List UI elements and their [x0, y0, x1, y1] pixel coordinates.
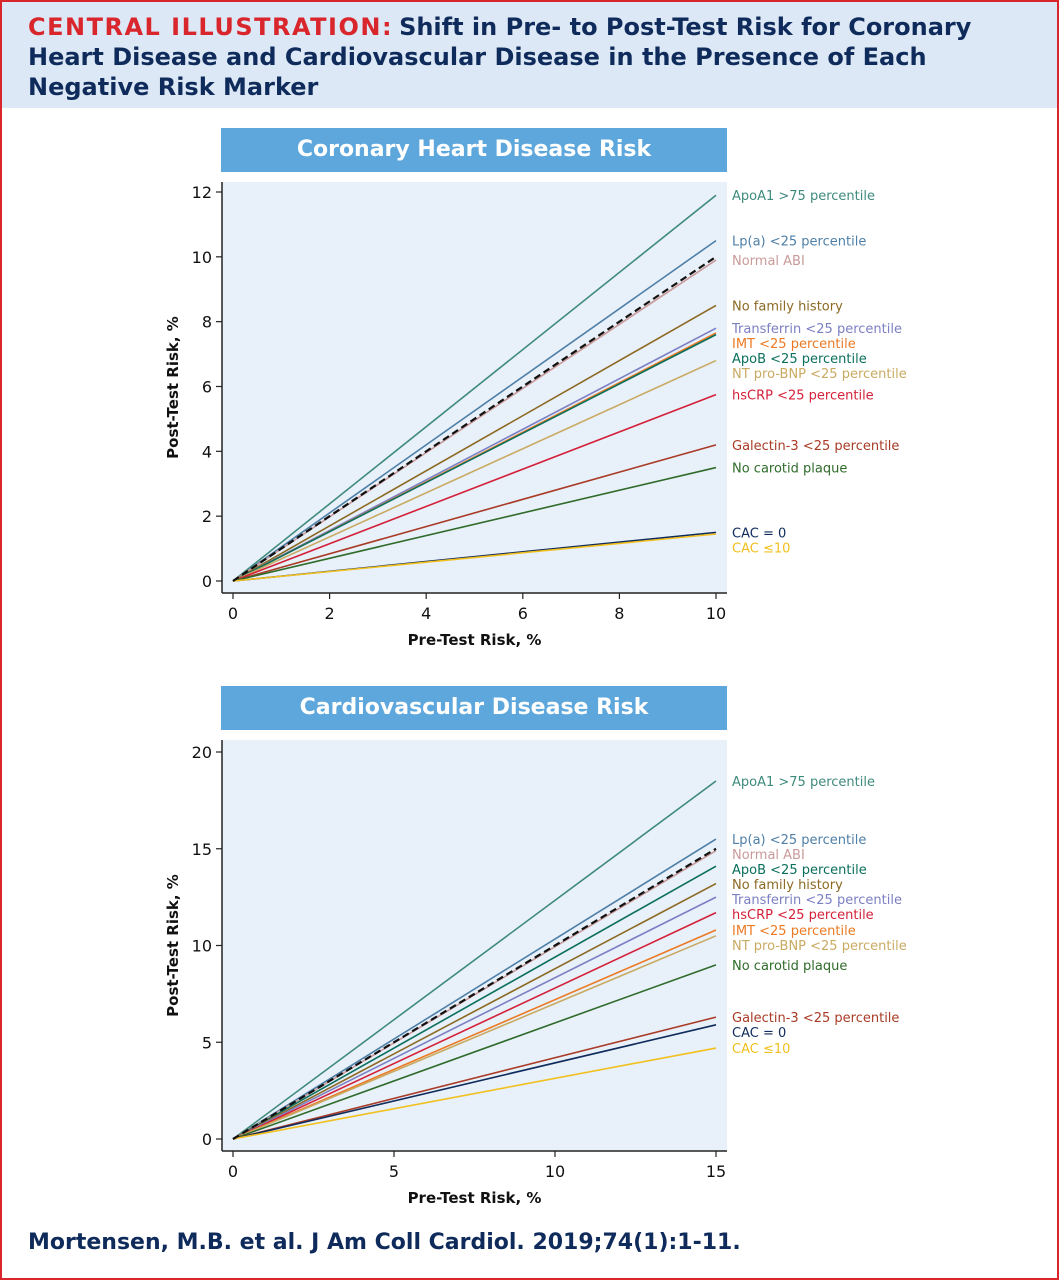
cvd-chart-title: Cardiovascular Disease Risk	[221, 686, 727, 730]
cvd-y-tick-label: 5	[202, 1033, 212, 1052]
cvd-line-lp-a-25-percentile	[232, 838, 717, 1140]
cvd-label-cac-0: CAC = 0	[732, 1026, 786, 1041]
chd-label-transferrin-25-percentile: Transferrin <25 percentile	[731, 322, 902, 337]
cvd-label-normal-abi: Normal ABI	[732, 848, 805, 863]
cvd-x-tick-label: 15	[706, 1162, 726, 1181]
header-title-text: Shift in Pre- to Post-Test Risk for Coro…	[28, 13, 972, 101]
cvd-reference-line	[232, 847, 717, 1140]
chd-label-apob-25-percentile: ApoB <25 percentile	[732, 352, 867, 367]
chd-x-axis-label: Pre-Test Risk, %	[408, 631, 542, 649]
header-banner: CENTRAL ILLUSTRATION: Shift in Pre- to Po…	[2, 2, 1057, 108]
cvd-line-cac-10	[232, 1047, 717, 1140]
cvd-line-imt-25-percentile	[232, 929, 717, 1140]
chd-x-tick-label: 8	[614, 604, 624, 623]
chd-line-normal-abi	[232, 259, 717, 582]
cvd-y-tick-label: 15	[192, 840, 212, 859]
header-lead: CENTRAL ILLUSTRATION:	[28, 13, 394, 41]
chd-reference-line	[232, 255, 717, 582]
chd-x-tick-label: 2	[325, 604, 335, 623]
chd-label-cac-10: CAC ≤10	[732, 541, 790, 556]
chd-label-lp-a-25-percentile: Lp(a) <25 percentile	[732, 235, 866, 250]
cvd-label-imt-25-percentile: IMT <25 percentile	[732, 924, 856, 939]
cvd-y-axis-label: Post-Test Risk, %	[164, 874, 182, 1017]
chd-line-lp-a-25-percentile	[232, 239, 717, 582]
chd-label-galectin-3-25-percentile: Galectin-3 <25 percentile	[732, 439, 899, 454]
chd-label-no-carotid-plaque: No carotid plaque	[732, 462, 847, 477]
cvd-label-nt-pro-bnp-25-percentile: NT pro-BNP <25 percentile	[732, 939, 907, 954]
chd-label-apoa1-75-percentile: ApoA1 >75 percentile	[732, 189, 875, 204]
cvd-line-cac-0	[232, 1024, 717, 1140]
cvd-chart-svg: 0 5 10 15 20 0 5 10 15 Pre-Test Risk, % Post-Test …	[164, 740, 907, 1207]
chd-y-tick-label: 12	[192, 183, 212, 202]
cvd-y-tick-label: 20	[192, 743, 212, 762]
cvd-label-apob-25-percentile: ApoB <25 percentile	[732, 863, 867, 878]
chd-y-tick-label: 6	[202, 378, 212, 397]
cvd-label-lp-a-25-percentile: Lp(a) <25 percentile	[732, 833, 866, 848]
cvd-label-cac-10: CAC ≤10	[732, 1042, 790, 1057]
cvd-line-no-carotid-plaque	[232, 964, 717, 1140]
cvd-line-apoa1-75-percentile	[232, 780, 717, 1140]
citation: Mortensen, M.B. et al. J Am Coll Cardiol…	[28, 1230, 741, 1255]
cvd-y-tick-label: 0	[202, 1130, 212, 1149]
cvd-label-no-family-history: No family history	[732, 878, 843, 893]
chd-line-apob-25-percentile	[232, 333, 717, 582]
chd-chart-title: Coronary Heart Disease Risk	[221, 128, 727, 172]
chd-line-galectin-3-25-percentile	[232, 444, 717, 582]
chd-chart-svg: 0 2 4 6 8 10 12 0 2 4 6 8 10 Pre-Test Risk, % Post-Tes…	[164, 182, 907, 649]
cvd-line-apob-25-percentile	[232, 865, 717, 1140]
cvd-label-no-carotid-plaque: No carotid plaque	[732, 959, 847, 974]
cvd-label-transferrin-25-percentile: Transferrin <25 percentile	[731, 893, 902, 908]
cvd-y-tick-label: 10	[192, 937, 212, 956]
chd-label-cac-0: CAC = 0	[732, 526, 786, 541]
chd-line-no-family-history	[232, 304, 717, 582]
chd-y-tick-label: 2	[202, 507, 212, 526]
chd-x-tick-label: 10	[706, 604, 726, 623]
cvd-plot-area	[222, 740, 727, 1151]
cvd-line-no-family-history	[232, 882, 717, 1140]
cvd-label-hscrp-25-percentile: hsCRP <25 percentile	[732, 908, 874, 923]
chd-y-tick-label: 0	[202, 572, 212, 591]
cvd-x-tick-label: 5	[389, 1162, 399, 1181]
cvd-x-axis-label: Pre-Test Risk, %	[408, 1189, 542, 1207]
chd-x-tick-label: 4	[421, 604, 431, 623]
chd-label-normal-abi: Normal ABI	[732, 254, 805, 269]
chd-line-apoa1-75-percentile	[232, 194, 717, 582]
chd-y-axis-label: Post-Test Risk, %	[164, 316, 182, 459]
chd-label-imt-25-percentile: IMT <25 percentile	[732, 337, 856, 352]
cvd-label-apoa1-75-percentile: ApoA1 >75 percentile	[732, 775, 875, 790]
cvd-x-tick-label: 0	[228, 1162, 238, 1181]
cvd-x-tick-label: 10	[545, 1162, 565, 1181]
chd-y-tick-label: 4	[202, 442, 212, 461]
cvd-line-hscrp-25-percentile	[232, 911, 717, 1140]
chd-line-cac-10	[232, 533, 717, 582]
cvd-label-galectin-3-25-percentile: Galectin-3 <25 percentile	[732, 1011, 899, 1026]
chd-label-hscrp-25-percentile: hsCRP <25 percentile	[732, 389, 874, 404]
header-title: CENTRAL ILLUSTRATION: Shift in Pre- to Po…	[28, 12, 1038, 102]
chd-y-tick-label: 8	[202, 313, 212, 332]
cvd-line-transferrin-25-percentile	[232, 896, 717, 1140]
chd-line-no-carotid-plaque	[232, 466, 717, 582]
chd-x-tick-label: 0	[228, 604, 238, 623]
chd-label-no-family-history: No family history	[732, 299, 843, 314]
chd-label-nt-pro-bnp-25-percentile: NT pro-BNP <25 percentile	[732, 367, 907, 382]
chd-line-nt-pro-bnp-25-percentile	[232, 359, 717, 582]
chd-y-tick-label: 10	[192, 248, 212, 267]
chd-line-hscrp-25-percentile	[232, 393, 717, 582]
cvd-line-nt-pro-bnp-25-percentile	[232, 935, 717, 1140]
chd-x-tick-label: 6	[518, 604, 528, 623]
cvd-line-galectin-3-25-percentile	[232, 1016, 717, 1140]
